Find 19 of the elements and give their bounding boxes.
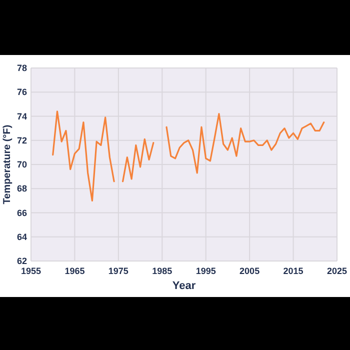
- x-tick-label: 2025: [326, 266, 348, 276]
- x-tick-label: 2015: [283, 266, 304, 276]
- y-tick-label: 66: [16, 208, 27, 218]
- x-axis-title: Year: [172, 280, 196, 292]
- y-tick-label: 64: [16, 232, 27, 242]
- y-tick-label: 72: [16, 135, 27, 146]
- x-tick-label: 1955: [20, 266, 42, 276]
- x-tick-label: 1975: [108, 266, 128, 276]
- y-tick-label: 74: [16, 111, 27, 122]
- x-tick-label: 1965: [64, 266, 85, 276]
- y-tick-label: 62: [16, 256, 27, 266]
- y-tick-label: 78: [16, 63, 27, 73]
- y-tick-label: 70: [16, 160, 27, 170]
- x-tick-label: 2005: [240, 266, 260, 276]
- x-tick-label: 1995: [196, 266, 216, 276]
- y-tick-label: 76: [16, 87, 27, 98]
- x-tick-label: 1985: [152, 266, 172, 276]
- y-axis-title: Temperature (°F): [2, 124, 13, 204]
- y-tick-label: 68: [16, 184, 27, 194]
